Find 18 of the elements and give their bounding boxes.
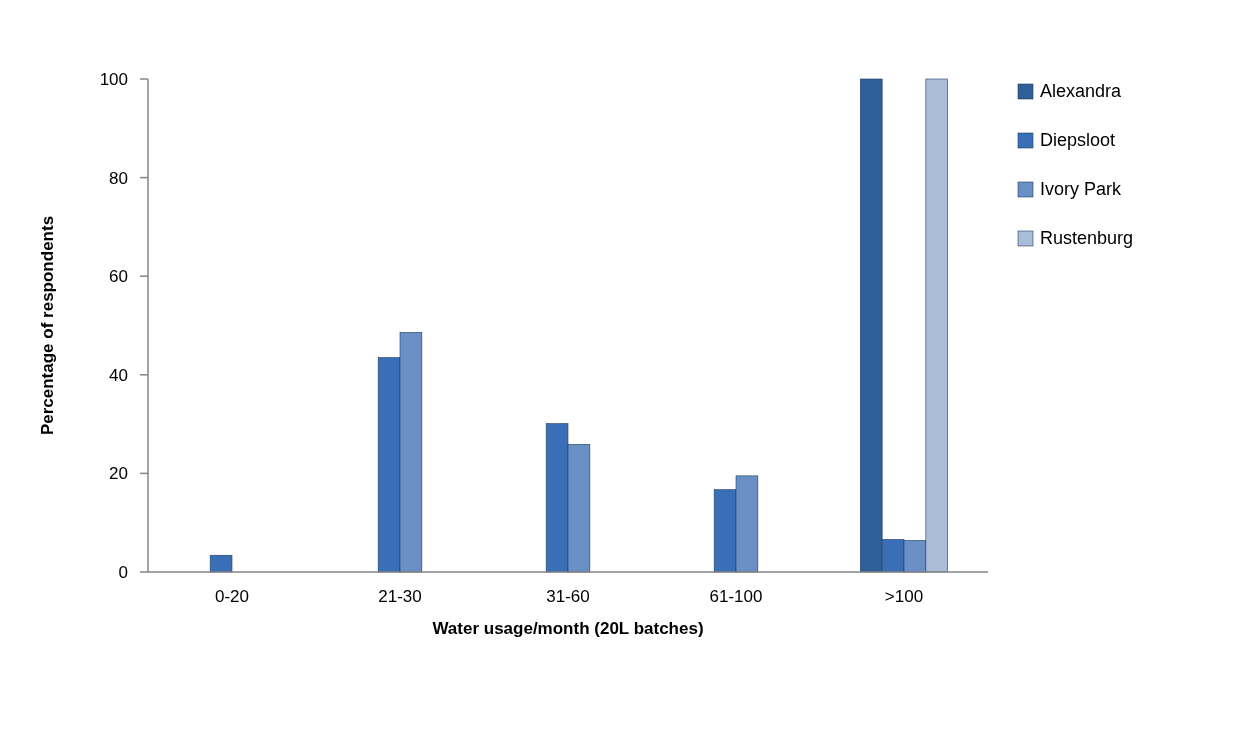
legend-label: Rustenburg: [1040, 228, 1134, 249]
x-tick-label: 0-20: [214, 587, 250, 606]
x-tick-label: 61-100: [709, 587, 763, 606]
x-tick-label: 31-60: [546, 587, 590, 606]
y-tick-label: 80: [109, 168, 128, 188]
y-tick-label: 60: [109, 267, 128, 287]
y-tick-label: 20: [109, 464, 128, 484]
y-tick-label: 100: [99, 69, 128, 89]
y-axis-title: Percentage of respondents: [38, 215, 57, 436]
x-tick-label: 21-30: [378, 587, 422, 606]
x-tick-label: >100: [884, 587, 924, 606]
y-tick-label: 0: [118, 562, 128, 582]
bar: [209, 554, 233, 573]
x-axis-title: Water usage/month (20L batches): [432, 619, 704, 638]
legend-label: Alexandra: [1040, 81, 1123, 102]
legend-label: Ivory Park: [1040, 179, 1123, 200]
y-tick-label: 40: [109, 365, 128, 385]
legend-label: Diepsloot: [1040, 130, 1116, 151]
